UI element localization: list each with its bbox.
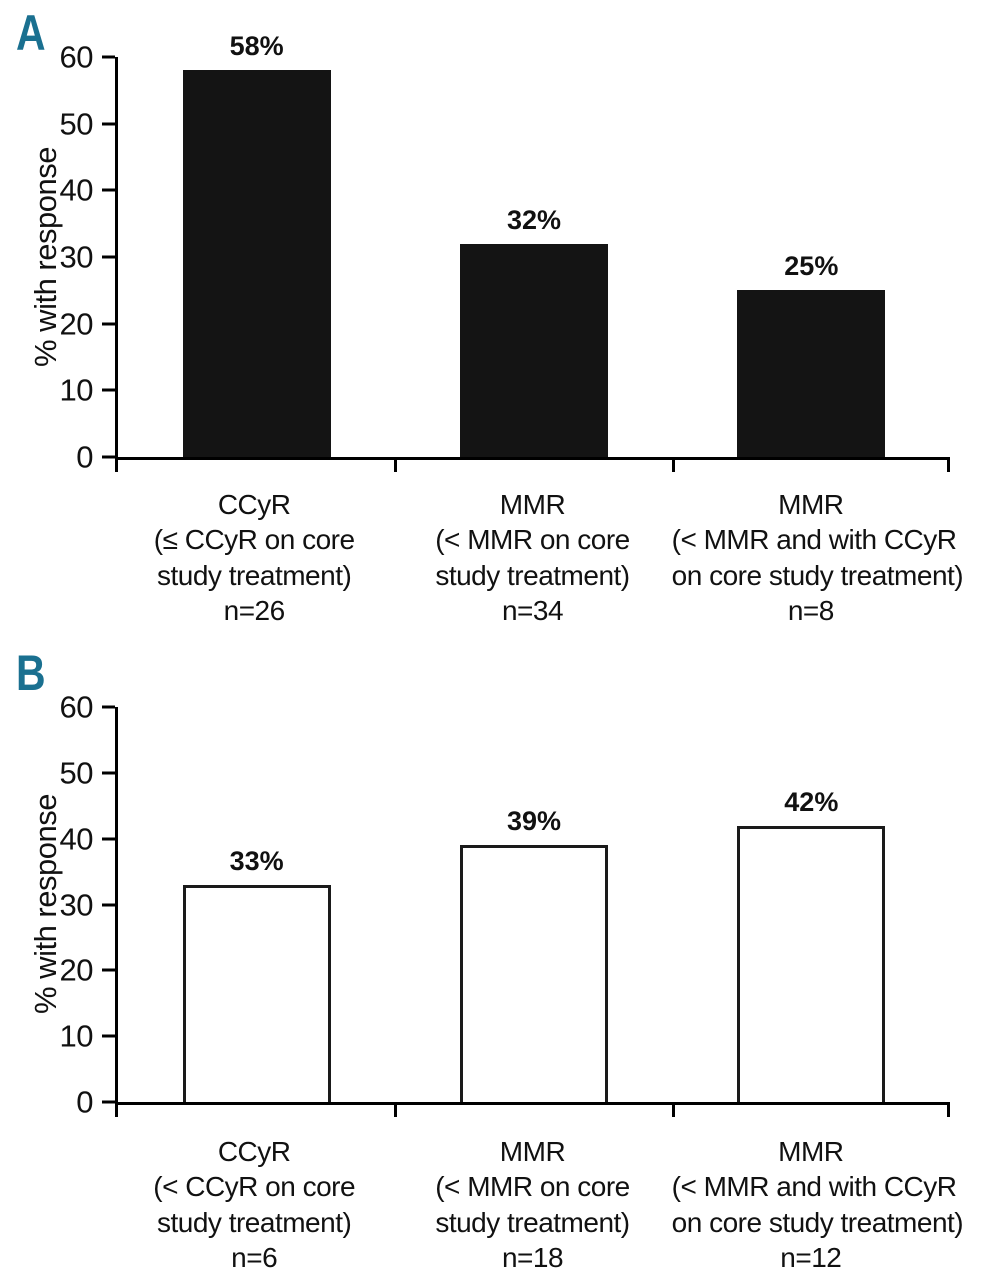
bar-ccyr: 58% — [182, 31, 331, 457]
bar-mmr-ccyr: 25% — [737, 251, 886, 457]
y-tick-label: 40 — [59, 821, 94, 857]
y-tick-label: 60 — [59, 39, 94, 75]
panel-a-plot-area: % with response 60 50 40 30 20 — [28, 31, 950, 473]
bar-value-label: 32% — [506, 204, 562, 235]
y-tick-mark — [102, 322, 115, 326]
y-tick-mark — [102, 771, 115, 775]
y-tick-label: 50 — [59, 755, 94, 791]
y-tick-0: 0 — [37, 442, 115, 473]
x-tick-mark — [947, 460, 950, 472]
panel-a-letter: A — [16, 5, 46, 61]
y-tick-30: 30 — [37, 242, 115, 273]
bar-value-label: 42% — [784, 786, 839, 817]
y-tick-mark — [102, 968, 115, 972]
bar-slot-mmr-ccyr: 25% — [673, 57, 950, 457]
y-tick-mark — [102, 455, 115, 459]
y-tick-mark — [102, 837, 115, 841]
y-tick-60: 60 — [37, 42, 115, 73]
y-tick-20: 20 — [37, 955, 115, 986]
bar-slot-mmr-ccyr: 42% — [673, 707, 950, 1102]
y-tick-10: 10 — [37, 375, 115, 406]
x-category-label-mmr: MMR (< MMR on core study treatment) n=18 — [435, 1136, 630, 1273]
bar-slot-ccyr: 58% — [118, 31, 395, 457]
y-tick-10: 10 — [37, 1021, 115, 1052]
y-tick-mark — [102, 1100, 115, 1104]
panel-b-letter: B — [16, 645, 46, 701]
y-tick-40: 40 — [37, 823, 115, 854]
y-tick-label: 10 — [59, 1018, 94, 1054]
bar-value-label: 33% — [229, 845, 284, 876]
y-tick-mark — [102, 255, 115, 259]
x-category-label-mmr-ccyr: MMR (< MMR and with CCyR on core study t… — [671, 1136, 964, 1273]
bar-ccyr: 33% — [182, 846, 331, 1102]
y-tick-20: 20 — [37, 308, 115, 339]
y-tick-label: 40 — [59, 172, 94, 208]
bar-value-label: 39% — [506, 806, 562, 837]
y-tick-mark — [102, 388, 115, 392]
x-tick-mark — [115, 1105, 118, 1117]
y-tick-60: 60 — [37, 692, 115, 723]
bar-value-label: 25% — [784, 251, 839, 282]
y-tick-mark — [102, 122, 115, 126]
y-tick-label: 50 — [59, 106, 94, 142]
panel-b-x-labels: CCyR (< CCyR on core study treatment) n=… — [115, 1134, 964, 1275]
x-category-label-mmr: MMR (< MMR on core study treatment) n=34 — [435, 489, 630, 626]
panel-b-plot-area: % with response 60 50 40 30 20 — [28, 692, 950, 1118]
x-category-label-ccyr: CCyR (< CCyR on core study treatment) n=… — [153, 1136, 356, 1273]
bar-slot-mmr: 32% — [395, 57, 672, 457]
y-tick-50: 50 — [37, 108, 115, 139]
y-tick-label: 60 — [59, 689, 94, 725]
y-tick-40: 40 — [37, 175, 115, 206]
x-tick-mark — [947, 1105, 950, 1117]
y-tick-label: 20 — [59, 306, 94, 342]
y-tick-30: 30 — [37, 889, 115, 920]
y-tick-label: 0 — [76, 439, 93, 475]
y-tick-mark — [102, 55, 115, 59]
x-category-label-ccyr: CCyR (≤ CCyR on core study treatment) n=… — [153, 489, 355, 626]
y-tick-label: 20 — [59, 952, 94, 988]
bar-mmr-ccyr: 42% — [737, 787, 886, 1102]
y-tick-mark — [102, 1034, 115, 1038]
y-tick-mark — [102, 188, 115, 192]
bar-mmr: 32% — [459, 205, 608, 457]
x-tick-mark — [671, 460, 675, 472]
bar-slot-ccyr: 33% — [118, 707, 395, 1102]
y-tick-label: 30 — [59, 887, 94, 922]
bar-slot-mmr: 39% — [395, 707, 672, 1102]
x-tick-mark — [394, 1105, 398, 1117]
panel-b: B % with response 60 50 40 30 20 — [0, 640, 985, 1280]
y-tick-label: 30 — [59, 239, 94, 275]
panel-a-x-labels: CCyR (≤ CCyR on core study treatment) n=… — [115, 487, 964, 628]
panel-a: A % with response 60 50 40 30 20 — [16, 5, 964, 628]
y-tick-mark — [102, 903, 115, 906]
x-tick-mark — [394, 460, 398, 472]
bar-value-label: 58% — [229, 31, 284, 62]
x-tick-mark — [671, 1105, 675, 1117]
x-tick-mark — [115, 460, 118, 472]
y-tick-label: 0 — [76, 1084, 93, 1120]
y-tick-mark — [102, 705, 115, 709]
y-tick-label: 10 — [59, 372, 94, 408]
bar-mmr: 39% — [459, 806, 608, 1102]
y-tick-0: 0 — [37, 1087, 115, 1118]
x-category-label-mmr-ccyr: MMR (< MMR and with CCyR on core study t… — [671, 489, 964, 626]
y-tick-50: 50 — [37, 757, 115, 788]
